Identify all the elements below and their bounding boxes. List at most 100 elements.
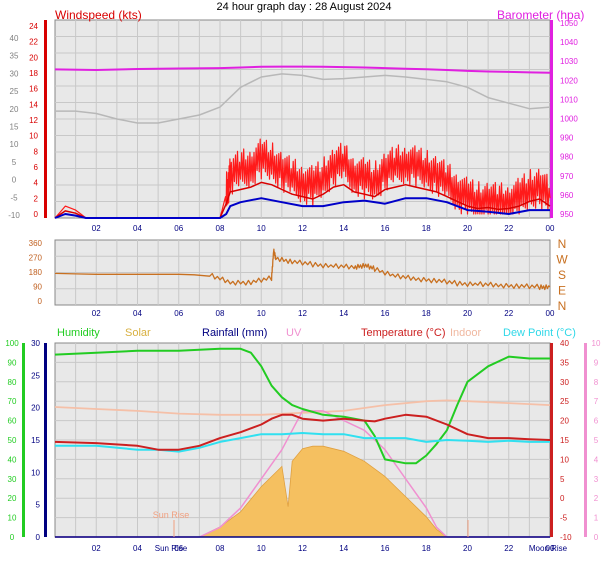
- wind-x-tick-label: 20: [463, 224, 472, 233]
- windspeed-tick-label: 22: [29, 38, 38, 47]
- wind-x-tick-label: 06: [174, 224, 183, 233]
- humidity-axis-bar: [22, 343, 25, 537]
- humidity-tick-label: 70: [8, 397, 17, 406]
- compass-label: W: [556, 253, 568, 267]
- chart-title: 24 hour graph day : 28 August 2024: [216, 1, 392, 13]
- temperature-x-tick-label: 10: [257, 544, 266, 553]
- uv-tick-label: 10: [592, 339, 601, 348]
- rainfall-tick-label: 25: [31, 371, 40, 380]
- temperature-x-tick-label: 08: [216, 544, 225, 553]
- wind-x-tick-label: 12: [298, 224, 307, 233]
- temperature-x-tick-label: 02: [92, 544, 101, 553]
- temperature-tick-label: 25: [560, 397, 569, 406]
- legend-uv: UV: [286, 327, 302, 339]
- compass-label: N: [558, 237, 567, 251]
- outer-left-tick-label: 5: [12, 158, 17, 167]
- moon-rise-annotation: Moon Rise: [529, 544, 568, 553]
- humidity-tick-label: 100: [5, 339, 19, 348]
- direction-x-tick-label: 02: [92, 309, 101, 318]
- wind-x-tick-label: 04: [133, 224, 142, 233]
- temperature-tick-label: -5: [560, 514, 568, 523]
- outer-left-tick-label: 0: [12, 176, 17, 185]
- temperature-tick-label: 15: [560, 436, 569, 445]
- temperature-x-tick-label: 22: [504, 544, 513, 553]
- windspeed-tick-label: 6: [34, 163, 39, 172]
- rainfall-tick-label: 15: [31, 436, 40, 445]
- rainfall-tick-label: 30: [31, 339, 40, 348]
- gust-line: [54, 138, 551, 219]
- outer-left-tick-label: 35: [10, 52, 19, 61]
- barometer-tick-label: 1050: [560, 19, 578, 28]
- wind-x-tick-label: 08: [216, 224, 225, 233]
- barometer-tick-label: 970: [560, 172, 574, 181]
- barometer-tick-label: 960: [560, 191, 574, 200]
- uv-line: [55, 410, 550, 538]
- uv-tick-label: 6: [594, 417, 599, 426]
- barometer-line: [54, 65, 551, 74]
- legend-indoor: Indoor: [450, 327, 482, 339]
- humidity-tick-label: 60: [8, 417, 17, 426]
- temperature-x-tick-label: 00: [546, 544, 555, 553]
- direction-tick-label: 0: [38, 297, 43, 306]
- wind-average-line: [54, 197, 550, 219]
- uv-tick-label: 0: [594, 533, 599, 542]
- barometer-axis-label: Barometer (hpa): [497, 8, 585, 22]
- rainfall-tick-label: 0: [36, 533, 41, 542]
- wind-x-tick-label: 02: [92, 224, 101, 233]
- uv-tick-label: 1: [594, 514, 599, 523]
- windspeed-tick-label: 12: [29, 116, 38, 125]
- legend-temperature: Temperature (°C): [361, 327, 446, 339]
- barometer-tick-label: 1040: [560, 38, 578, 47]
- barometer-tick-label: 1030: [560, 57, 578, 66]
- humidity-tick-label: 40: [8, 455, 17, 464]
- windspeed-tick-label: 4: [34, 179, 39, 188]
- direction-x-tick-label: 06: [174, 309, 183, 318]
- wind-x-tick-label: 22: [504, 224, 513, 233]
- rainfall-tick-label: 20: [31, 404, 40, 413]
- direction-x-tick-label: 12: [298, 309, 307, 318]
- direction-x-tick-label: 16: [381, 309, 390, 318]
- barometer-tick-label: 1000: [560, 115, 578, 124]
- outer-left-tick-label: -5: [10, 193, 18, 202]
- uv-tick-label: 2: [594, 494, 599, 503]
- humidity-tick-label: 0: [10, 533, 15, 542]
- outer-left-tick-label: 40: [10, 34, 19, 43]
- temperature-tick-label: 5: [560, 475, 565, 484]
- direction-tick-label: 180: [29, 268, 43, 277]
- direction-tick-label: 270: [29, 254, 43, 263]
- wind-x-tick-label: 00: [546, 224, 555, 233]
- temperature-tick-label: 0: [560, 494, 565, 503]
- windspeed-axis-bar: [44, 20, 47, 218]
- direction-line: [54, 248, 551, 291]
- humidity-tick-label: 80: [8, 378, 17, 387]
- temperature-x-tick-label: 14: [339, 544, 348, 553]
- barometer-tick-label: 950: [560, 210, 574, 219]
- legend-rainfall: Rainfall (mm): [202, 327, 268, 339]
- direction-x-tick-label: 10: [257, 309, 266, 318]
- uv-tick-label: 5: [594, 436, 599, 445]
- legend-solar: Solar: [125, 327, 151, 339]
- outer-left-tick-label: 10: [10, 140, 19, 149]
- dew-point-line: [55, 432, 550, 453]
- direction-x-tick-label: 20: [463, 309, 472, 318]
- direction-x-tick-label: 00: [546, 309, 555, 318]
- windspeed-tick-label: 10: [29, 132, 38, 141]
- temperature-tick-label: 10: [560, 455, 569, 464]
- temperature-tick-label: 20: [560, 417, 569, 426]
- temperature-x-tick-label: 20: [463, 544, 472, 553]
- direction-tick-label: 90: [33, 283, 42, 292]
- outer-left-tick-label: 25: [10, 87, 19, 96]
- wind-x-tick-label: 14: [339, 224, 348, 233]
- windspeed-tick-label: 24: [29, 22, 38, 31]
- temperature-tick-label: -10: [560, 533, 572, 542]
- sun-rise-axis-annotation: Sun Rise: [155, 544, 188, 553]
- temperature-axis-bar: [550, 343, 553, 537]
- windspeed-tick-label: 16: [29, 85, 38, 94]
- sun-rise-annotation: Sun Rise: [153, 510, 190, 520]
- uv-tick-label: 7: [594, 397, 599, 406]
- compass-label: E: [558, 284, 566, 298]
- direction-x-tick-label: 18: [422, 309, 431, 318]
- barometer-tick-label: 1020: [560, 76, 578, 85]
- temperature-x-tick-label: 06: [174, 544, 183, 553]
